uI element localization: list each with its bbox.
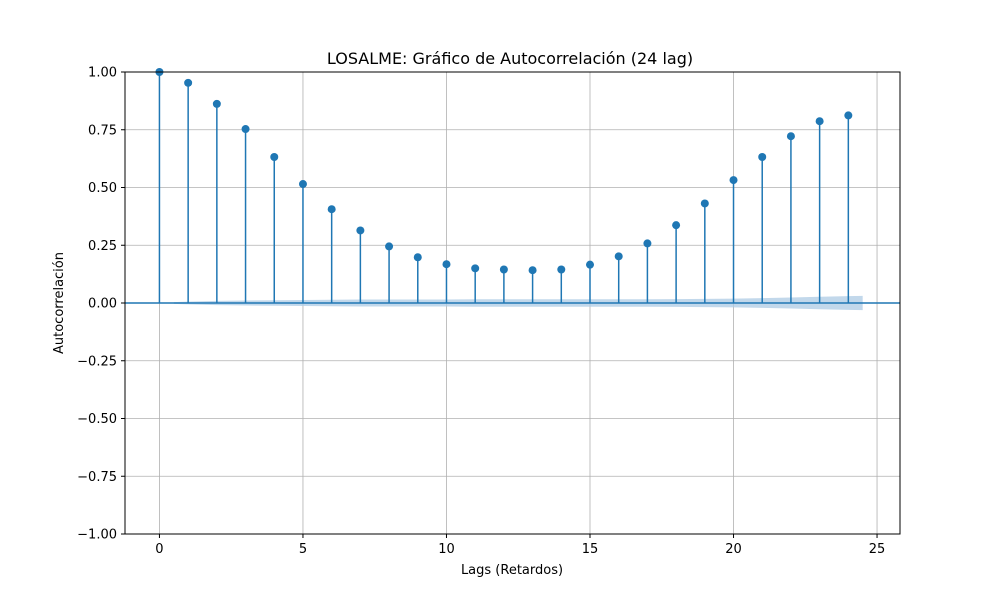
x-axis-label: Lags (Retardos) — [461, 563, 563, 578]
acf-point — [614, 252, 623, 261]
x-tick-label: 20 — [725, 542, 742, 557]
acf-point — [327, 205, 336, 214]
x-tick-label: 10 — [438, 542, 455, 557]
stem-layer — [125, 68, 900, 304]
x-tick-label: 5 — [299, 542, 307, 557]
acf-point — [700, 199, 709, 208]
y-tick-label: −0.75 — [77, 470, 117, 485]
acf-point — [786, 132, 795, 141]
x-tick-label: 15 — [582, 542, 599, 557]
acf-point — [184, 78, 193, 87]
acf-point — [499, 265, 508, 274]
y-tick-label: 0.75 — [88, 123, 117, 138]
y-tick-label: 0.00 — [88, 297, 117, 312]
tick-layer: 0 5 10 15 20 25 −1.00 −0.75 −0.50 −0.25 0.00 0.25 0.… — [77, 66, 885, 558]
acf-point — [758, 153, 767, 162]
acf-point — [385, 242, 394, 251]
acf-point — [528, 266, 537, 275]
acf-point — [586, 260, 594, 269]
acf-point — [413, 253, 422, 262]
acf-point — [471, 264, 480, 273]
acf-point — [212, 99, 221, 108]
acf-point — [442, 260, 451, 269]
y-tick-label: −0.25 — [77, 354, 117, 369]
acf-point — [241, 125, 250, 134]
y-tick-label: 0.25 — [88, 239, 117, 254]
acf-point — [672, 221, 681, 230]
chart-title: LOSALME: Gráfico de Autocorrelación (24 … — [327, 49, 693, 68]
acf-point — [270, 153, 279, 162]
y-tick-label: 1.00 — [88, 66, 117, 81]
acf-point — [298, 180, 307, 189]
y-axis-label: Autocorrelación — [52, 252, 67, 354]
acf-point — [844, 111, 853, 120]
y-tick-label: 0.50 — [88, 181, 117, 196]
x-tick-label: 0 — [155, 542, 163, 557]
x-tick-label: 25 — [869, 542, 886, 557]
acf-point — [815, 117, 824, 126]
y-tick-label: −1.00 — [77, 528, 117, 543]
acf-point — [557, 265, 566, 274]
acf-point — [729, 176, 738, 185]
acf-point — [356, 226, 365, 235]
acf-point — [643, 239, 652, 248]
y-tick-label: −0.50 — [77, 412, 117, 427]
